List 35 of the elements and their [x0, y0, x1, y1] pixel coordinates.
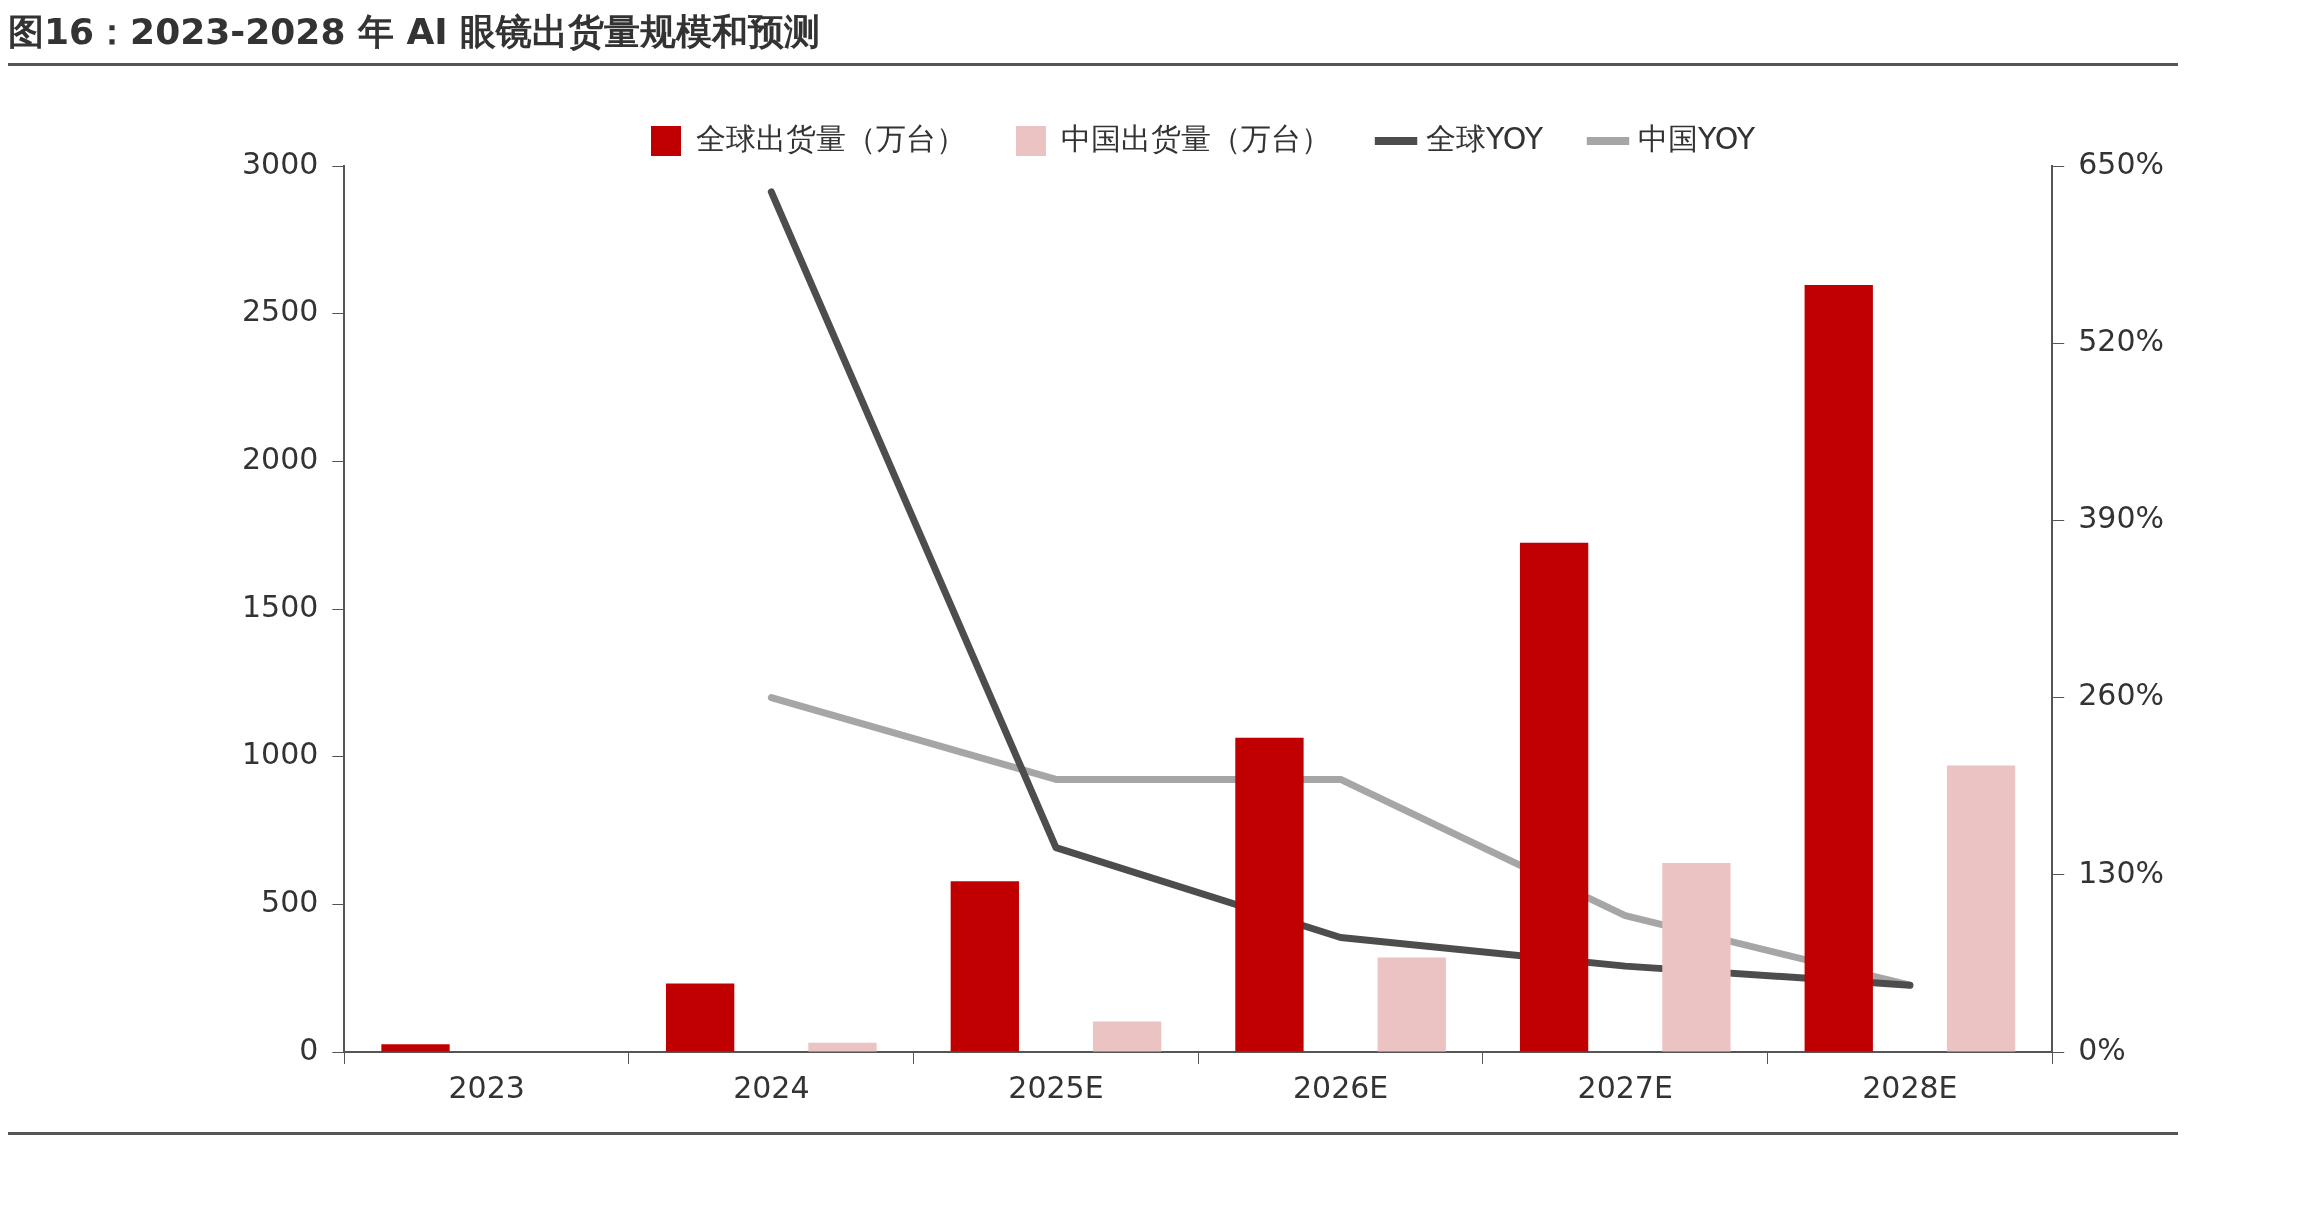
bar — [381, 1044, 450, 1052]
y2-tick-label: 390% — [2078, 500, 2165, 536]
bar — [1804, 285, 1873, 1052]
y-tick-label: 2500 — [241, 293, 319, 329]
legend-label: 全球YOY — [1426, 120, 1544, 156]
y-tick-label: 2000 — [241, 441, 319, 477]
bar — [1662, 862, 1731, 1052]
x-tick-label: 2027E — [1577, 1069, 1673, 1105]
y-tick-label: 0 — [299, 1031, 319, 1067]
chart-title: 图16：2023-2028 年 AI 眼镜出货量规模和预测 — [8, 11, 821, 52]
bar — [666, 983, 735, 1052]
bar — [1377, 957, 1446, 1052]
bar — [1946, 765, 2016, 1052]
y2-tick-label: 520% — [2078, 323, 2165, 358]
y2-tick-label: 130% — [2078, 854, 2165, 890]
x-tick-label: 2028E — [1862, 1069, 1958, 1105]
legend-label: 中国出货量（万台） — [1061, 120, 1332, 156]
bar — [1519, 542, 1589, 1052]
x-tick-label: 2024 — [733, 1069, 810, 1105]
bar — [950, 881, 1019, 1052]
y2-tick-label: 260% — [2078, 677, 2165, 713]
legend-label: 全球出货量（万台） — [696, 120, 967, 156]
y-tick-label: 1000 — [241, 736, 319, 772]
bar — [808, 1042, 877, 1052]
y2-tick-label: 650% — [2078, 145, 2165, 181]
y-tick-label: 3000 — [241, 145, 319, 181]
x-tick-label: 2025E — [1008, 1069, 1104, 1105]
legend-label: 中国YOY — [1638, 120, 1756, 156]
y-tick-label: 500 — [261, 884, 319, 920]
bar — [1092, 1021, 1162, 1052]
x-tick-label: 2023 — [448, 1069, 525, 1105]
x-tick-label: 2026E — [1292, 1069, 1389, 1105]
bar — [1235, 737, 1304, 1052]
y2-tick-label: 0% — [2078, 1031, 2126, 1067]
y-tick-label: 1500 — [241, 588, 319, 624]
